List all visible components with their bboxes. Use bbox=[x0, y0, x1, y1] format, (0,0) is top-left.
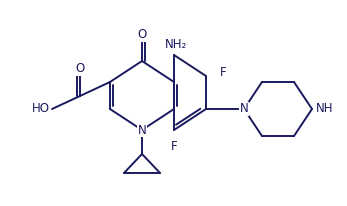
Text: O: O bbox=[75, 62, 85, 76]
Text: HO: HO bbox=[32, 103, 50, 116]
Text: O: O bbox=[137, 28, 147, 41]
Text: F: F bbox=[171, 140, 177, 153]
Text: N: N bbox=[240, 103, 248, 116]
Text: F: F bbox=[220, 66, 227, 78]
Text: NH: NH bbox=[316, 103, 333, 116]
Text: NH₂: NH₂ bbox=[165, 38, 187, 51]
Text: N: N bbox=[138, 124, 146, 137]
